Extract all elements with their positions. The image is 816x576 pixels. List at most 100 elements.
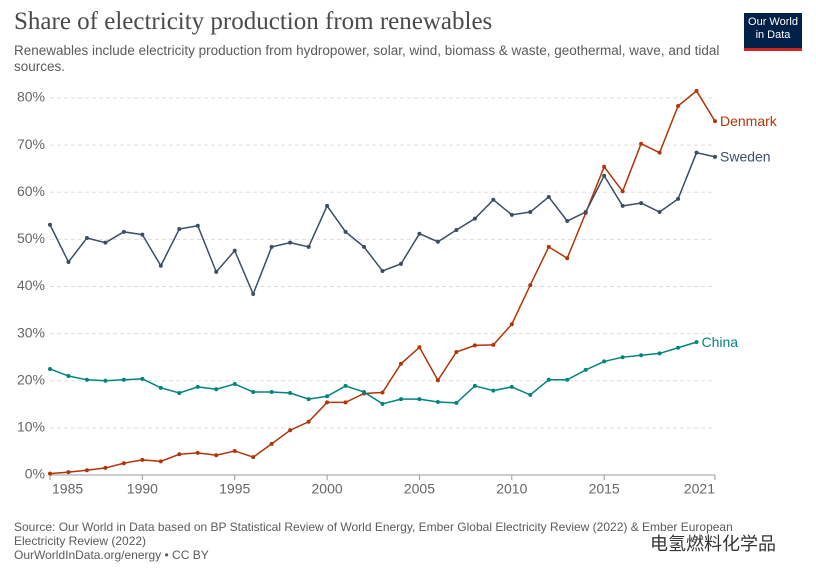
- y-tick-label: 30%: [17, 324, 45, 340]
- data-point: [546, 194, 551, 199]
- data-point: [232, 248, 237, 253]
- data-point: [620, 203, 625, 208]
- y-tick-label: 0%: [25, 466, 45, 482]
- data-point: [195, 384, 200, 389]
- data-point: [454, 350, 459, 355]
- data-point: [472, 216, 477, 221]
- data-point: [454, 227, 459, 232]
- data-point: [306, 244, 311, 249]
- data-point: [565, 377, 570, 382]
- data-point: [509, 322, 514, 327]
- data-point: [417, 345, 422, 350]
- data-point: [121, 229, 126, 234]
- data-point: [48, 366, 52, 371]
- y-tick-label: 10%: [17, 419, 45, 435]
- data-point: [528, 283, 533, 288]
- data-point: [639, 141, 644, 146]
- data-point: [602, 173, 607, 178]
- data-point: [380, 390, 385, 395]
- chart-subtitle: Renewables include electricity productio…: [14, 43, 720, 74]
- data-point: [620, 189, 625, 194]
- data-point: [195, 450, 200, 455]
- data-point: [528, 392, 533, 397]
- data-point: [639, 353, 644, 358]
- data-point: [158, 385, 163, 390]
- data-point: [232, 382, 237, 387]
- data-point: [48, 222, 52, 227]
- x-tick-label: 2010: [496, 481, 527, 497]
- data-point: [214, 387, 219, 392]
- data-point: [177, 452, 182, 457]
- data-point: [602, 359, 607, 364]
- series-label: Denmark: [720, 113, 778, 129]
- data-point: [84, 235, 89, 240]
- data-point: [435, 378, 440, 383]
- data-point: [103, 465, 108, 470]
- watermark: 电氢燃料化学品: [650, 534, 776, 554]
- data-point: [121, 461, 126, 466]
- data-point: [657, 150, 662, 155]
- data-point: [417, 231, 422, 236]
- data-point: [454, 400, 459, 405]
- logo[interactable]: Our World in Data: [744, 13, 802, 51]
- data-point: [583, 367, 588, 372]
- data-point: [158, 459, 163, 464]
- data-point: [121, 377, 126, 382]
- data-point: [565, 256, 570, 261]
- data-point: [343, 400, 348, 405]
- data-point: [66, 374, 71, 379]
- data-point: [48, 471, 52, 476]
- data-point: [435, 239, 440, 244]
- x-tick-label: 2021: [684, 481, 715, 497]
- x-tick-label: 2015: [589, 481, 620, 497]
- data-point: [325, 400, 330, 405]
- y-tick-label: 60%: [17, 183, 45, 199]
- data-point: [362, 390, 367, 395]
- data-point: [398, 397, 403, 402]
- data-point: [251, 455, 256, 460]
- data-point: [472, 383, 477, 388]
- data-point: [657, 210, 662, 215]
- x-tick-label: 2005: [404, 481, 435, 497]
- data-point: [694, 150, 699, 155]
- url[interactable]: OurWorldInData.org/energy • CC BY: [14, 548, 209, 562]
- data-point: [602, 164, 607, 169]
- data-point: [509, 212, 514, 217]
- data-point: [713, 119, 717, 124]
- data-point: [362, 244, 367, 249]
- y-tick-label: 80%: [17, 89, 45, 105]
- x-tick-label: 1990: [127, 481, 158, 497]
- y-tick-label: 70%: [17, 136, 45, 152]
- data-point: [84, 468, 89, 473]
- data-point: [491, 197, 496, 202]
- data-point: [509, 384, 514, 389]
- data-point: [177, 391, 182, 396]
- data-point: [583, 210, 588, 215]
- data-point: [417, 397, 422, 402]
- data-point: [306, 419, 311, 424]
- data-point: [472, 343, 477, 348]
- data-point: [491, 342, 496, 347]
- series-label: China: [702, 334, 739, 350]
- data-point: [676, 104, 681, 109]
- data-point: [325, 203, 330, 208]
- data-point: [657, 351, 662, 356]
- data-point: [694, 340, 699, 345]
- data-point: [195, 223, 200, 228]
- data-point: [288, 240, 293, 245]
- data-point: [546, 244, 551, 249]
- x-tick-label: 2000: [312, 481, 343, 497]
- data-point: [232, 448, 237, 453]
- data-point: [398, 261, 403, 266]
- data-point: [66, 470, 71, 475]
- series-line: [49, 341, 697, 405]
- data-point: [269, 441, 274, 446]
- y-tick-label: 40%: [17, 277, 45, 293]
- data-point: [306, 397, 311, 402]
- data-point: [620, 355, 625, 360]
- data-point: [435, 399, 440, 404]
- data-point: [140, 376, 145, 381]
- data-point: [694, 88, 699, 93]
- series-line: [49, 89, 716, 475]
